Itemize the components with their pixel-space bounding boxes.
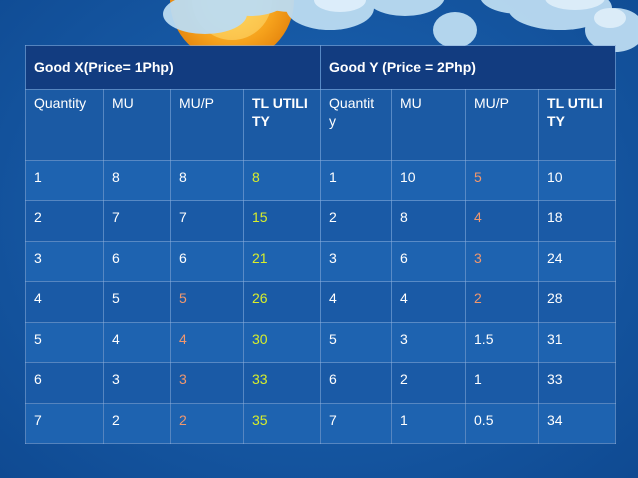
cell: 26 bbox=[242, 281, 322, 323]
cell: 4 bbox=[25, 281, 104, 323]
cell: 5 bbox=[25, 321, 104, 364]
table-row: 1 8 8 8 1 10 5 10 bbox=[25, 159, 617, 202]
table-row: 2 7 7 15 2 8 4 18 bbox=[25, 200, 617, 242]
table-title-row: Good X(Price= 1Php) Good Y (Price = 2Php… bbox=[24, 45, 617, 90]
cell: 28 bbox=[538, 281, 617, 323]
utility-table: Good X(Price= 1Php) Good Y (Price = 2Php… bbox=[24, 45, 617, 445]
cell: 3 bbox=[25, 240, 104, 283]
cell: 5 bbox=[170, 281, 244, 323]
good-y-title: Good Y (Price = 2Php) bbox=[320, 45, 617, 90]
table-row: 4 5 5 26 4 4 2 28 bbox=[25, 281, 617, 323]
cell: 0.5 bbox=[465, 402, 540, 445]
cell: 6 bbox=[391, 240, 467, 283]
cell: 10 bbox=[538, 159, 617, 202]
cell: 3 bbox=[170, 362, 244, 404]
cell: 8 bbox=[391, 200, 467, 242]
good-x-title: Good X(Price= 1Php) bbox=[24, 45, 322, 90]
col-header-x-tl-utility: TL UTILITY bbox=[242, 88, 322, 161]
cell: 21 bbox=[242, 240, 322, 283]
cell: 3 bbox=[465, 240, 540, 283]
col-header-y-quantity: Quantit y bbox=[320, 88, 393, 161]
cell: 33 bbox=[242, 362, 322, 404]
cell: 7 bbox=[25, 402, 104, 445]
cell: 33 bbox=[538, 362, 617, 404]
cell: 6 bbox=[320, 362, 393, 404]
cell: 34 bbox=[538, 402, 617, 445]
cell: 4 bbox=[320, 281, 393, 323]
cell: 3 bbox=[320, 240, 393, 283]
cell: 30 bbox=[242, 321, 322, 364]
cell: 2 bbox=[320, 200, 393, 242]
cell: 1.5 bbox=[465, 321, 540, 364]
col-header-x-quantity: Quantity bbox=[25, 88, 104, 161]
cell: 1 bbox=[465, 362, 540, 404]
cell: 1 bbox=[25, 159, 104, 202]
cell: 8 bbox=[170, 159, 244, 202]
cell: 6 bbox=[170, 240, 244, 283]
cell: 4 bbox=[103, 321, 171, 364]
cell: 5 bbox=[320, 321, 393, 364]
cell: 6 bbox=[25, 362, 104, 404]
cell: 2 bbox=[391, 362, 467, 404]
cell: 31 bbox=[538, 321, 617, 364]
table-row: 3 6 6 21 3 6 3 24 bbox=[25, 240, 617, 283]
cell: 2 bbox=[170, 402, 244, 445]
cell: 4 bbox=[170, 321, 244, 364]
cell: 18 bbox=[538, 200, 617, 242]
cell: 3 bbox=[103, 362, 171, 404]
cell: 1 bbox=[320, 159, 393, 202]
cell: 10 bbox=[391, 159, 467, 202]
cell: 1 bbox=[391, 402, 467, 445]
col-header-x-mu: MU bbox=[103, 88, 171, 161]
cell: 4 bbox=[465, 200, 540, 242]
col-header-y-mu-per-p: MU/P bbox=[465, 88, 540, 161]
cell: 2 bbox=[465, 281, 540, 323]
cell: 5 bbox=[465, 159, 540, 202]
column-header-row: Quantity MU MU/P TL UTILITY Quantit y MU… bbox=[25, 88, 617, 161]
col-header-y-mu: MU bbox=[391, 88, 467, 161]
cell: 35 bbox=[242, 402, 322, 445]
col-header-x-mu-per-p: MU/P bbox=[170, 88, 244, 161]
table-row: 5 4 4 30 5 3 1.5 31 bbox=[25, 321, 617, 364]
cell: 2 bbox=[103, 402, 171, 445]
table-row: 6 3 3 33 6 2 1 33 bbox=[25, 362, 617, 404]
cell: 4 bbox=[391, 281, 467, 323]
cell: 8 bbox=[242, 159, 322, 202]
cell: 7 bbox=[320, 402, 393, 445]
cell: 24 bbox=[538, 240, 617, 283]
cell: 7 bbox=[170, 200, 244, 242]
cell: 6 bbox=[103, 240, 171, 283]
cell: 8 bbox=[103, 159, 171, 202]
cell: 15 bbox=[242, 200, 322, 242]
cell: 3 bbox=[391, 321, 467, 364]
cell: 7 bbox=[103, 200, 171, 242]
cell: 5 bbox=[103, 281, 171, 323]
col-header-y-tl-utility: TL UTILITY bbox=[538, 88, 617, 161]
table-row: 7 2 2 35 7 1 0.5 34 bbox=[25, 402, 617, 445]
cell: 2 bbox=[25, 200, 104, 242]
